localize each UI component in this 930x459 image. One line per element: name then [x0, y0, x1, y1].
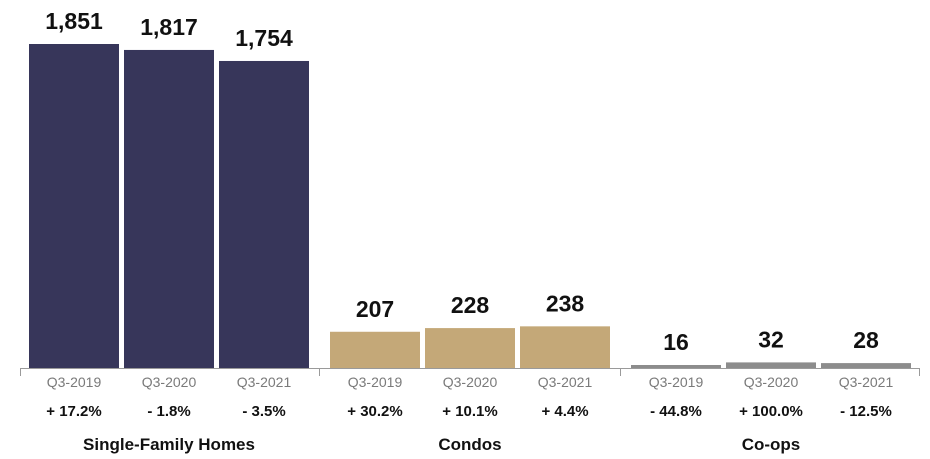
change-label: + 30.2%: [347, 403, 402, 420]
change-label: + 10.1%: [442, 403, 497, 420]
change-label: - 3.5%: [242, 403, 285, 420]
group-label: Single-Family Homes: [83, 435, 255, 454]
change-label: + 4.4%: [541, 403, 588, 420]
x-tick-label: Q3-2020: [142, 374, 197, 390]
change-label: - 1.8%: [147, 403, 190, 420]
x-tick-label: Q3-2021: [839, 374, 894, 390]
group-label: Condos: [438, 435, 501, 454]
bar: [520, 326, 610, 368]
bar: [425, 328, 515, 368]
x-tick-label: Q3-2019: [649, 374, 704, 390]
change-label: - 44.8%: [650, 403, 702, 420]
value-label: 1,851: [45, 8, 103, 34]
change-label: - 12.5%: [840, 403, 892, 420]
bar: [219, 60, 309, 368]
x-tick-label: Q3-2020: [443, 374, 498, 390]
x-tick-label: Q3-2019: [47, 374, 102, 390]
value-label: 32: [758, 326, 784, 352]
x-tick-label: Q3-2019: [348, 374, 403, 390]
value-label: 1,817: [140, 14, 198, 40]
bar: [821, 363, 911, 368]
value-label: 228: [451, 292, 490, 318]
bar: [330, 331, 420, 368]
x-tick-label: Q3-2021: [538, 374, 593, 390]
value-label: 238: [546, 290, 585, 316]
value-label: 207: [356, 296, 394, 322]
bar: [124, 49, 214, 368]
change-label: + 100.0%: [739, 403, 803, 420]
x-tick-label: Q3-2021: [237, 374, 292, 390]
value-label: 1,754: [235, 25, 293, 51]
value-label: 28: [853, 327, 879, 353]
x-tick-label: Q3-2020: [744, 374, 799, 390]
change-label: + 17.2%: [46, 403, 101, 420]
bar: [631, 365, 721, 368]
group-label: Co-ops: [742, 435, 801, 454]
bar: [29, 44, 119, 368]
bar: [726, 362, 816, 368]
value-label: 16: [663, 329, 689, 355]
